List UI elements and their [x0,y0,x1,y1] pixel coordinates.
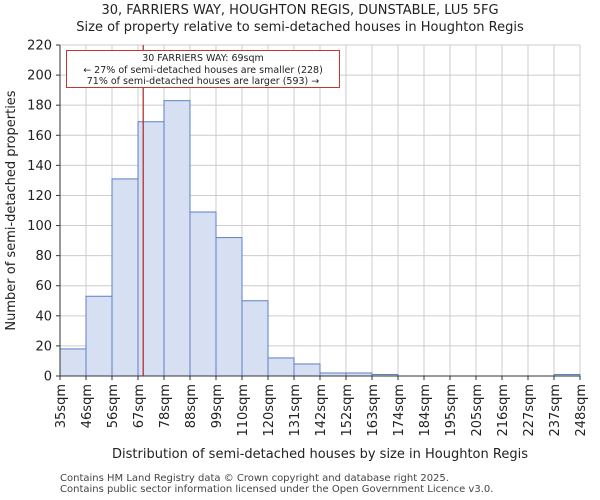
x-tick-label: 216sqm [496,384,511,437]
y-tick-label: 200 [27,69,52,84]
x-tick-label: 110sqm [236,384,251,437]
x-tick-label: 195sqm [444,384,459,437]
y-tick-label: 100 [27,219,52,234]
x-tick-label: 120sqm [262,384,277,437]
x-tick-label: 184sqm [418,384,433,437]
histogram-bar [267,357,295,377]
y-tick-label: 220 [27,39,52,54]
y-tick-label: 160 [27,129,52,144]
y-tick-label: 120 [27,189,52,204]
histogram-bar [163,100,191,377]
histogram-bar [111,178,139,377]
x-axis-label: Distribution of semi-detached houses by … [112,447,528,462]
x-tick-label: 99sqm [210,384,225,428]
annotation-line3: 71% of semi-detached houses are larger (… [86,76,320,87]
y-tick-label: 80 [35,249,52,264]
footer-line2: Contains public sector information licen… [60,484,494,495]
y-tick-label: 40 [35,309,52,324]
annotation-box: 30 FARRIERS WAY: 69sqm ← 27% of semi-det… [66,50,340,88]
y-tick-label: 60 [35,279,52,294]
x-tick-label: 88sqm [184,384,199,428]
y-tick-label: 20 [35,339,52,354]
histogram-bar [241,300,269,377]
y-axis-label: Number of semi-detached properties [4,90,19,330]
x-tick-label: 227sqm [522,384,537,437]
histogram-bar [189,211,217,377]
axis-layer: 0 20 40 60 80 100 120 140 160 180 200 220 35sqm 46sqm… [4,39,589,463]
x-tick-label: 237sqm [548,384,563,437]
bars-layer [59,100,581,377]
annotation-line2: ← 27% of semi-detached houses are smalle… [83,64,323,76]
histogram-bar [215,237,243,377]
x-tick-label: 46sqm [80,384,95,428]
y-tick-label: 140 [27,159,52,174]
x-tick-label: 35sqm [54,384,69,428]
chart-subtitle: Size of property relative to semi-detach… [76,20,524,35]
x-tick-label: 174sqm [392,384,407,437]
x-tick-label: 131sqm [288,384,303,437]
x-tick-label: 142sqm [314,384,329,437]
x-tick-label: 248sqm [574,384,589,437]
histogram-bar [293,363,321,377]
x-tick-label: 152sqm [340,384,355,437]
x-tick-label: 78sqm [158,384,173,428]
histogram-bar [59,348,87,377]
y-tick-label: 180 [27,99,52,114]
y-tick-label: 0 [44,370,52,385]
footer-line1: Contains HM Land Registry data © Crown c… [60,473,449,484]
x-tick-label: 67sqm [132,384,147,428]
x-tick-label: 205sqm [470,384,485,437]
x-tick-label: 56sqm [106,384,121,428]
annotation-line1: 30 FARRIERS WAY: 69sqm [142,53,264,64]
histogram-bar [85,295,113,377]
chart-title: 30, FARRIERS WAY, HOUGHTON REGIS, DUNSTA… [101,3,499,18]
x-tick-label: 163sqm [366,384,381,437]
histogram-bar [137,121,165,377]
